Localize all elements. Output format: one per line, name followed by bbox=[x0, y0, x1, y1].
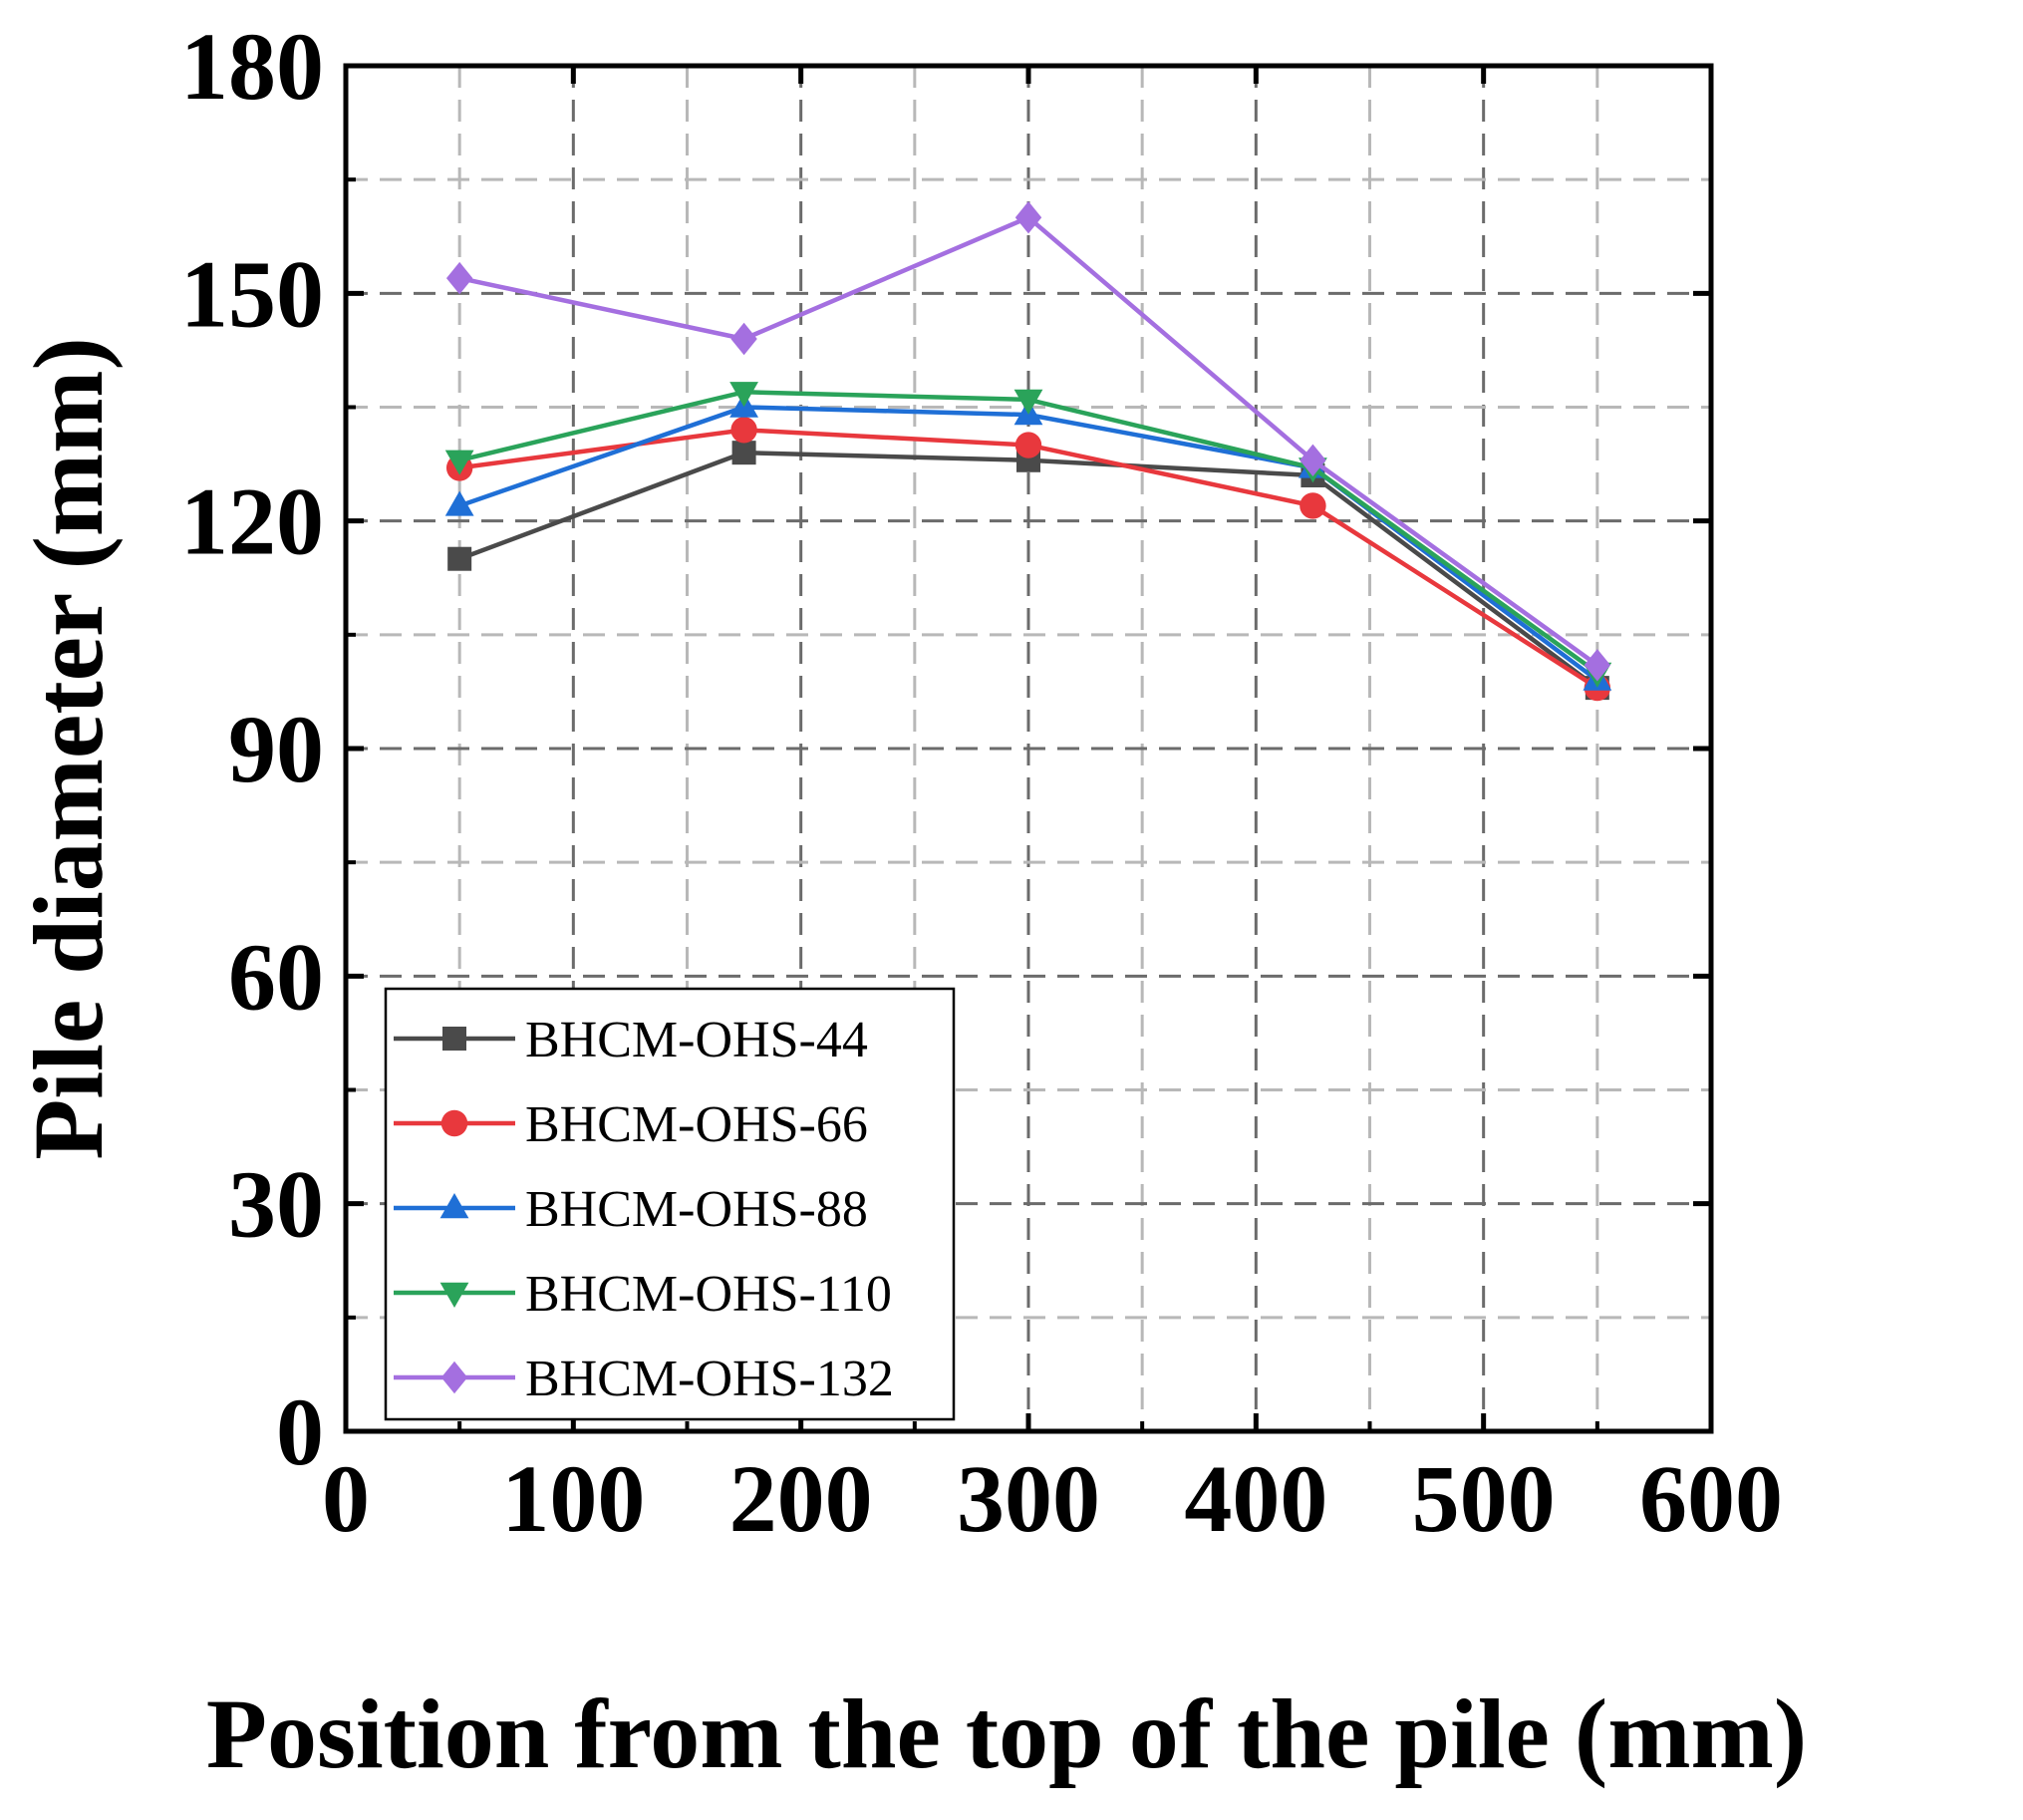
legend-label: BHCM-OHS-88 bbox=[525, 1181, 868, 1238]
legend-marker bbox=[440, 1361, 468, 1394]
data-point bbox=[444, 450, 474, 475]
y-tick-label: 150 bbox=[180, 240, 324, 347]
data-point bbox=[730, 417, 757, 444]
data-point bbox=[1013, 389, 1043, 415]
x-tick-label: 400 bbox=[1184, 1445, 1327, 1552]
x-tick-label: 500 bbox=[1412, 1445, 1556, 1552]
legend-marker bbox=[439, 1193, 469, 1219]
legend-item: BHCM-OHS-44 bbox=[394, 1012, 868, 1068]
data-point bbox=[1014, 432, 1042, 458]
y-tick-label: 30 bbox=[228, 1151, 324, 1258]
legend-item: BHCM-OHS-66 bbox=[394, 1096, 868, 1153]
x-tick-label: 600 bbox=[1639, 1445, 1783, 1552]
legend-box bbox=[384, 987, 956, 1421]
data-point bbox=[1584, 649, 1611, 682]
y-tick-label: 180 bbox=[180, 13, 324, 120]
axis-ticks: 0 100 200 300 400 500 600 0 30 60 90 120 150 180 bbox=[180, 13, 1783, 1552]
legend-marker bbox=[440, 1109, 468, 1137]
data-point bbox=[729, 382, 758, 408]
y-tick-label: 90 bbox=[228, 696, 324, 802]
series-bhcm-ohs-132 bbox=[445, 201, 1611, 682]
y-tick-label: 0 bbox=[276, 1378, 324, 1485]
y-axis-title: Pile diameter (mm) bbox=[13, 337, 124, 1160]
data-point bbox=[447, 546, 472, 571]
data-point bbox=[1300, 444, 1326, 476]
legend-marker bbox=[442, 1027, 466, 1051]
series-group bbox=[444, 201, 1612, 702]
data-point bbox=[1014, 201, 1042, 234]
legend-label: BHCM-OHS-110 bbox=[525, 1266, 892, 1323]
data-point bbox=[445, 261, 473, 295]
x-tick-label: 300 bbox=[957, 1445, 1100, 1552]
x-tick-label: 0 bbox=[322, 1445, 370, 1552]
data-point bbox=[1300, 492, 1326, 519]
x-tick-label: 200 bbox=[729, 1445, 873, 1552]
x-tick-label: 100 bbox=[501, 1445, 645, 1552]
legend: BHCM-OHS-44 BHCM-OHS-66 BHCM-OHS-88 BHCM-OH… bbox=[384, 987, 956, 1421]
legend-item: BHCM-OHS-88 bbox=[394, 1181, 868, 1238]
legend-marker bbox=[439, 1282, 469, 1308]
legend-label: BHCM-OHS-66 bbox=[525, 1096, 868, 1153]
legend-label: BHCM-OHS-132 bbox=[525, 1351, 894, 1407]
x-axis-title: Position from the top of the pile (mm) bbox=[206, 1678, 1807, 1789]
data-point bbox=[730, 322, 757, 356]
legend-item: BHCM-OHS-110 bbox=[394, 1266, 892, 1323]
y-tick-label: 120 bbox=[180, 468, 324, 575]
y-tick-label: 60 bbox=[228, 923, 324, 1030]
legend-label: BHCM-OHS-44 bbox=[525, 1012, 868, 1068]
data-point bbox=[444, 490, 474, 516]
legend-item: BHCM-OHS-132 bbox=[394, 1351, 894, 1407]
data-point bbox=[731, 441, 756, 465]
grid bbox=[346, 66, 1711, 1431]
